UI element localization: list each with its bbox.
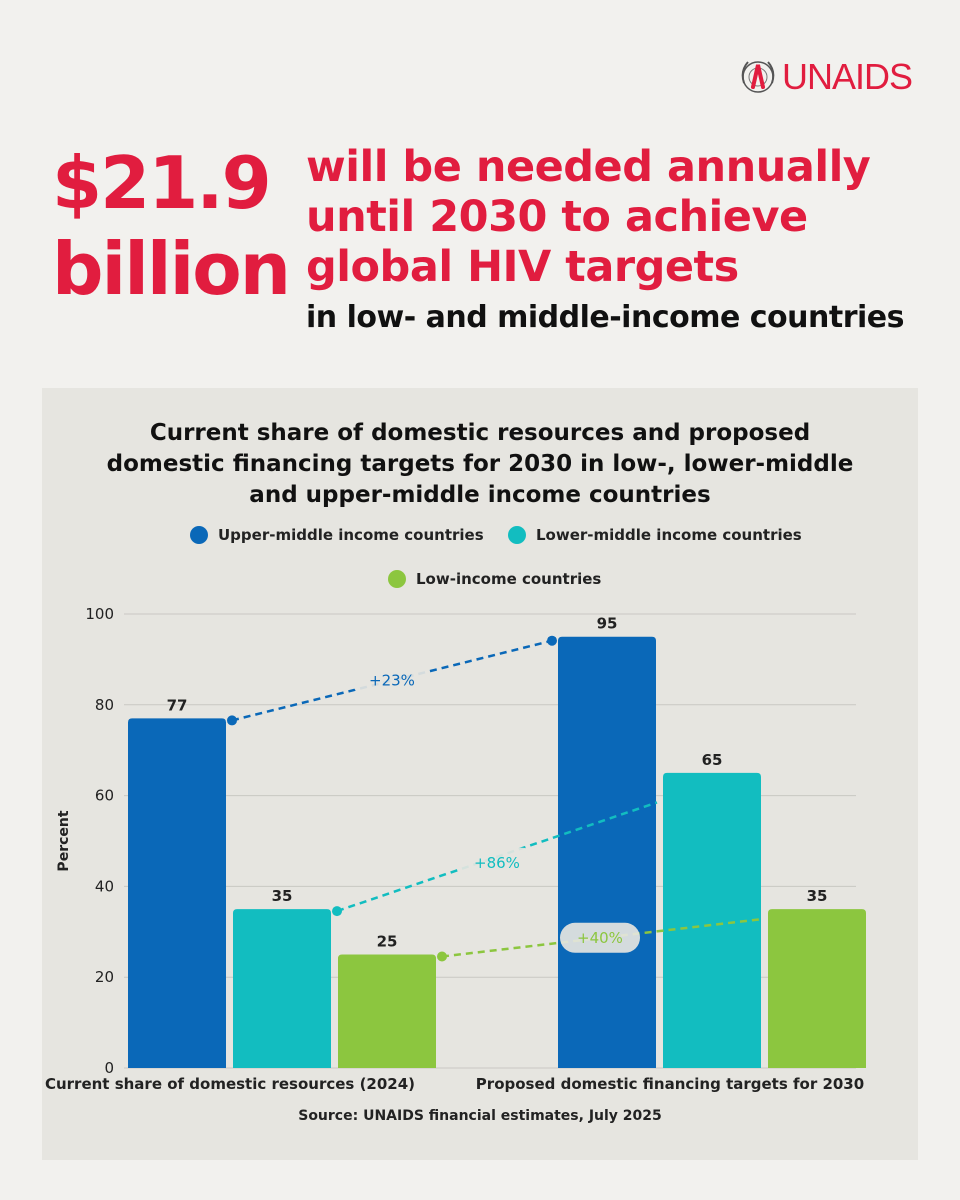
headline: will be needed annually until 2030 to ac…: [306, 142, 916, 292]
y-tick-label: 40: [95, 877, 114, 895]
bar-value-label: 25: [377, 933, 398, 951]
funding-amount-unit: billion: [52, 227, 291, 311]
chart-title-line: and upper-middle income countries: [249, 482, 711, 508]
change-label: +40%: [577, 929, 623, 947]
connector-dot: [437, 951, 447, 962]
legend-item-upper-middle: Upper-middle income countries: [190, 526, 484, 544]
legend-swatch: [190, 526, 208, 544]
funding-amount-value: $21.9: [52, 141, 272, 225]
bar: [338, 954, 436, 1068]
legend-swatch: [508, 526, 526, 544]
y-tick-label: 0: [104, 1059, 114, 1077]
change-label: +86%: [474, 854, 520, 872]
connector-dot: [332, 906, 342, 917]
headline-line: until 2030 to achieve: [306, 192, 808, 242]
headline-line: global HIV targets: [306, 242, 739, 292]
chart-panel: Current share of domestic resources and …: [42, 388, 918, 1160]
connector-dot: [547, 635, 557, 646]
bar: [768, 909, 866, 1068]
un-emblem-icon: [741, 61, 775, 93]
bar-value-label: 65: [702, 751, 723, 769]
y-tick-label: 80: [95, 696, 114, 714]
category-label: Current share of domestic resources (202…: [45, 1075, 415, 1093]
chart-title: Current share of domestic resources and …: [42, 418, 918, 511]
funding-amount: $21.9 billion: [52, 140, 291, 312]
bar-value-label: 77: [167, 696, 188, 714]
legend-item-lower-middle: Lower-middle income countries: [508, 526, 802, 544]
change-label-pill: [457, 847, 537, 878]
change-label: +23%: [369, 672, 415, 690]
connector-dot: [227, 715, 237, 726]
source-note: Source: UNAIDS financial estimates, July…: [298, 1108, 662, 1124]
bar-chart: 0 20 40 60 80 100 Percent 77 95 35 65 25 35 Current s…: [45, 605, 866, 1093]
subheadline: in low- and middle-income countries: [306, 300, 905, 335]
bar-value-label: 95: [597, 615, 618, 633]
change-label-pill: [560, 922, 640, 953]
legend-label: Lower-middle income countries: [536, 526, 802, 544]
bar: [128, 718, 226, 1068]
change-connector: [231, 639, 553, 722]
y-tick-label: 60: [95, 787, 114, 805]
y-axis-label: Percent: [56, 810, 72, 871]
chart-title-line: domestic financing targets for 2030 in l…: [106, 451, 854, 477]
category-label: Proposed domestic financing targets for …: [476, 1075, 864, 1093]
bar: [558, 636, 656, 1068]
bar: [233, 909, 331, 1068]
legend-label: Low-income countries: [416, 570, 602, 588]
y-tick-label: 20: [95, 968, 114, 986]
headline-line: will be needed annually: [306, 142, 871, 192]
change-label-pill: [352, 665, 432, 696]
legend-label: Upper-middle income countries: [218, 526, 484, 544]
legend-swatch: [388, 570, 406, 588]
legend-item-low-income: Low-income countries: [388, 570, 601, 588]
chart-title-line: Current share of domestic resources and …: [149, 420, 811, 446]
bar-value-label: 35: [272, 887, 293, 905]
unaids-logo: UNAIDS: [738, 56, 913, 98]
bar-value-label: 35: [807, 887, 828, 905]
logo-text: UNAIDS: [781, 56, 913, 97]
bar: [663, 772, 761, 1068]
y-tick-label: 100: [85, 605, 114, 623]
